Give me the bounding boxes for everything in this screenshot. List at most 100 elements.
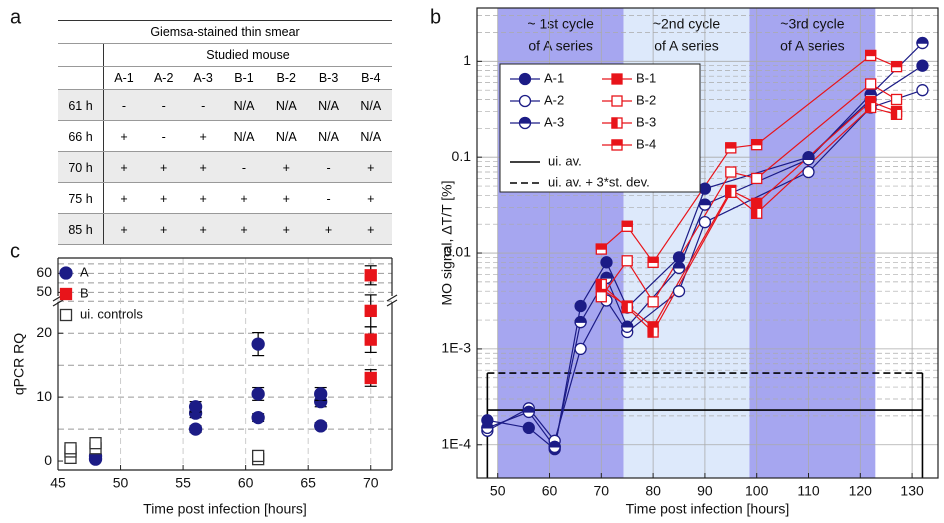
point bbox=[725, 142, 737, 154]
point bbox=[621, 301, 633, 314]
marker-half bbox=[647, 326, 654, 338]
point bbox=[595, 278, 607, 291]
y-tick-label: 1E-3 bbox=[441, 340, 471, 356]
legend-marker bbox=[611, 117, 623, 129]
marker-shape bbox=[595, 291, 607, 303]
cell: - bbox=[143, 89, 184, 121]
legend-label: ui. av. bbox=[548, 153, 582, 168]
point bbox=[64, 442, 77, 455]
point bbox=[751, 207, 763, 219]
point bbox=[364, 304, 377, 318]
marker-shape bbox=[518, 94, 532, 108]
marker-half bbox=[574, 316, 587, 323]
marker-half bbox=[481, 421, 494, 429]
marker-shape bbox=[251, 449, 265, 463]
point bbox=[672, 251, 686, 264]
y-tick-label: 0.01 bbox=[444, 244, 471, 260]
title-row: Giemsa-stained thin smear bbox=[58, 20, 392, 44]
point bbox=[548, 440, 561, 454]
point bbox=[364, 269, 377, 282]
panel-label: b bbox=[430, 6, 441, 28]
point bbox=[916, 36, 929, 50]
point bbox=[725, 186, 737, 198]
marker-shape bbox=[751, 197, 763, 209]
band bbox=[749, 8, 876, 478]
point bbox=[865, 49, 877, 62]
marker-shape bbox=[698, 216, 712, 229]
marker-shape bbox=[188, 422, 203, 436]
cell: N/A bbox=[307, 120, 350, 152]
cell: + bbox=[143, 151, 184, 183]
legend-label: B-4 bbox=[636, 136, 656, 151]
x-tick-label: 70 bbox=[594, 483, 610, 499]
table-row: 85 h + + + + + + + bbox=[58, 213, 392, 245]
point bbox=[916, 84, 929, 97]
cell: - bbox=[222, 151, 266, 183]
point bbox=[188, 422, 203, 436]
table-row: 75 h + + + + + - + bbox=[58, 182, 392, 214]
marker-shape bbox=[865, 78, 877, 90]
header-row: A-1 A-2 A-3 B-1 B-2 B-3 B-4 bbox=[58, 66, 392, 90]
y-tick-label: 1E-4 bbox=[441, 435, 471, 451]
point bbox=[865, 101, 877, 114]
marker-shape bbox=[518, 72, 532, 86]
marker-shape bbox=[64, 442, 77, 455]
marker-half bbox=[595, 243, 607, 250]
point bbox=[672, 261, 686, 275]
point bbox=[751, 139, 763, 151]
point bbox=[890, 108, 903, 120]
point bbox=[364, 333, 377, 346]
point bbox=[251, 387, 265, 401]
marker-half bbox=[865, 49, 877, 57]
legend-marker bbox=[518, 72, 532, 86]
marker-half bbox=[802, 153, 815, 160]
point bbox=[621, 220, 633, 232]
row-label: 61 h bbox=[58, 89, 104, 121]
x-tick-label: 50 bbox=[113, 475, 129, 491]
point bbox=[89, 437, 102, 450]
subtitle-row: Studied mouse bbox=[58, 43, 392, 67]
row-label: 85 h bbox=[58, 213, 104, 245]
cell: + bbox=[103, 182, 144, 214]
marker-half bbox=[647, 256, 659, 263]
point bbox=[751, 197, 763, 209]
point bbox=[595, 243, 607, 255]
marker-half bbox=[621, 320, 634, 328]
legend-label: A-3 bbox=[544, 114, 564, 129]
cell: + bbox=[265, 213, 308, 245]
band-label: of A series bbox=[528, 38, 593, 54]
point bbox=[751, 172, 763, 185]
band-label: of A series bbox=[780, 38, 845, 54]
y-tick-label: 0 bbox=[44, 452, 52, 468]
cell: + bbox=[183, 182, 223, 214]
point bbox=[364, 371, 377, 385]
cell: + bbox=[183, 151, 223, 183]
marker-shape bbox=[314, 419, 328, 433]
cell: N/A bbox=[265, 120, 308, 152]
point bbox=[188, 400, 203, 414]
axis-break bbox=[386, 294, 398, 302]
panel-label: a bbox=[10, 6, 22, 28]
point bbox=[698, 182, 712, 195]
marker-half bbox=[916, 37, 929, 44]
marker-shape bbox=[611, 73, 623, 85]
x-tick-label: 110 bbox=[797, 483, 820, 499]
cell: + bbox=[143, 213, 184, 245]
point bbox=[481, 421, 494, 435]
cell: N/A bbox=[307, 89, 350, 121]
y-axis-title: qPCR RQ bbox=[11, 333, 27, 395]
marker-half bbox=[611, 117, 618, 129]
marker-shape bbox=[188, 400, 203, 414]
marker-half bbox=[522, 405, 535, 413]
marker-shape bbox=[647, 296, 659, 308]
plot-frame bbox=[476, 7, 939, 479]
legend-label: B-1 bbox=[636, 70, 656, 85]
x-tick-label: 55 bbox=[175, 475, 191, 491]
marker-shape bbox=[522, 421, 535, 435]
marker-shape bbox=[59, 266, 73, 280]
y-axis-title: MO signal, ΔT/T [%] bbox=[439, 180, 455, 305]
marker-half bbox=[890, 60, 903, 68]
marker-shape bbox=[89, 437, 102, 450]
y-tick-label: 1 bbox=[463, 52, 471, 68]
